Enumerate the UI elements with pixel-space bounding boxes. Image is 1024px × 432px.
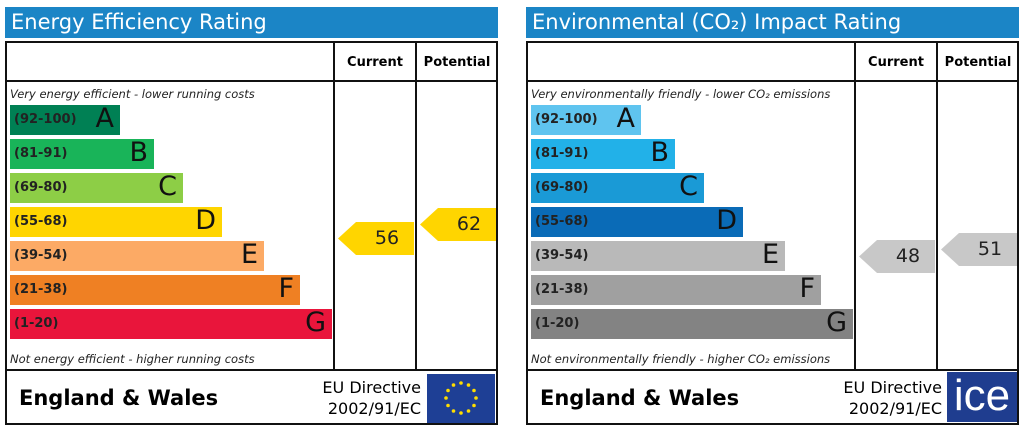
potential-rating-arrow: 51 <box>941 233 1017 267</box>
potential-rating-arrow: 62 <box>420 207 496 241</box>
current-rating-arrow: 48 <box>859 239 935 273</box>
eu-directive: EU Directive 2002/91/EC <box>307 377 421 419</box>
band-letter: F <box>799 273 815 304</box>
band-range: (39-54) <box>535 248 589 263</box>
band-letter: G <box>826 307 847 338</box>
band-range: (39-54) <box>14 248 68 263</box>
band-range: (55-68) <box>535 214 589 229</box>
band-c: (69-80) C <box>531 171 704 203</box>
band-range: (81-91) <box>14 146 68 161</box>
top-note: Very environmentally friendly - lower CO… <box>531 87 831 101</box>
band-f: (21-38) F <box>531 273 821 305</box>
band-letter: A <box>616 103 635 134</box>
band-letter: D <box>716 205 737 236</box>
energy-efficiency-panel: Energy Efficiency Rating Current Potenti… <box>5 0 498 432</box>
column-potential: Potential <box>423 55 491 70</box>
co2-impact-panel: Environmental (CO₂) Impact Rating Curren… <box>526 0 1019 432</box>
band-range: (92-100) <box>14 112 77 127</box>
bottom-note: Not environmentally friendly - higher CO… <box>531 352 831 366</box>
band-g: (1-20) G <box>531 307 853 339</box>
band-letter: E <box>761 239 779 270</box>
band-range: (55-68) <box>14 214 68 229</box>
band-f: (21-38) F <box>10 273 300 305</box>
band-letter: F <box>278 273 294 304</box>
footer-region: England & Wales <box>19 386 219 410</box>
directive-line: 2002/91/EC <box>848 399 942 418</box>
band-range: (69-80) <box>535 180 589 195</box>
band-a: (92-100) A <box>10 103 120 135</box>
band-letter: C <box>158 171 177 202</box>
eu-directive: EU Directive 2002/91/EC <box>828 377 942 419</box>
footer-region: England & Wales <box>540 386 740 410</box>
band-range: (81-91) <box>535 146 589 161</box>
band-range: (69-80) <box>14 180 68 195</box>
potential-value: 62 <box>456 212 482 235</box>
current-value: 56 <box>374 227 400 250</box>
band-letter: G <box>305 307 326 338</box>
band-c: (69-80) C <box>10 171 183 203</box>
band-b: (81-91) B <box>10 137 154 169</box>
band-letter: A <box>95 103 114 134</box>
band-g: (1-20) G <box>10 307 332 339</box>
band-b: (81-91) B <box>531 137 675 169</box>
current-rating-arrow: 56 <box>338 222 414 256</box>
band-range: (92-100) <box>535 112 598 127</box>
bottom-note: Not energy efficient - higher running co… <box>10 352 255 366</box>
chart-title: Energy Efficiency Rating <box>5 7 498 38</box>
band-range: (21-38) <box>535 282 589 297</box>
band-e: (39-54) E <box>531 239 785 271</box>
rating-table: Current Potential Very environmentally f… <box>526 41 1019 425</box>
directive-line: EU Directive <box>843 378 942 397</box>
band-e: (39-54) E <box>10 239 264 271</box>
band-letter: B <box>129 137 148 168</box>
column-current: Current <box>347 55 403 70</box>
potential-value: 51 <box>977 238 1003 261</box>
directive-line: EU Directive <box>322 378 421 397</box>
rating-table: Current Potential Very energy efficient … <box>5 41 498 425</box>
current-value: 48 <box>895 244 921 267</box>
band-a: (92-100) A <box>531 103 641 135</box>
band-letter: C <box>679 171 698 202</box>
ice-logo: ice <box>947 372 1017 422</box>
column-current: Current <box>868 55 924 70</box>
band-range: (1-20) <box>535 316 580 331</box>
directive-line: 2002/91/EC <box>327 399 421 418</box>
column-potential: Potential <box>944 55 1012 70</box>
band-d: (55-68) D <box>531 205 743 237</box>
top-note: Very energy efficient - lower running co… <box>10 87 255 101</box>
band-letter: E <box>240 239 258 270</box>
band-d: (55-68) D <box>10 205 222 237</box>
band-letter: D <box>195 205 216 236</box>
band-letter: B <box>650 137 669 168</box>
band-range: (21-38) <box>14 282 68 297</box>
chart-title: Environmental (CO₂) Impact Rating <box>526 7 1019 38</box>
eu-flag-icon <box>427 374 495 423</box>
band-range: (1-20) <box>14 316 59 331</box>
